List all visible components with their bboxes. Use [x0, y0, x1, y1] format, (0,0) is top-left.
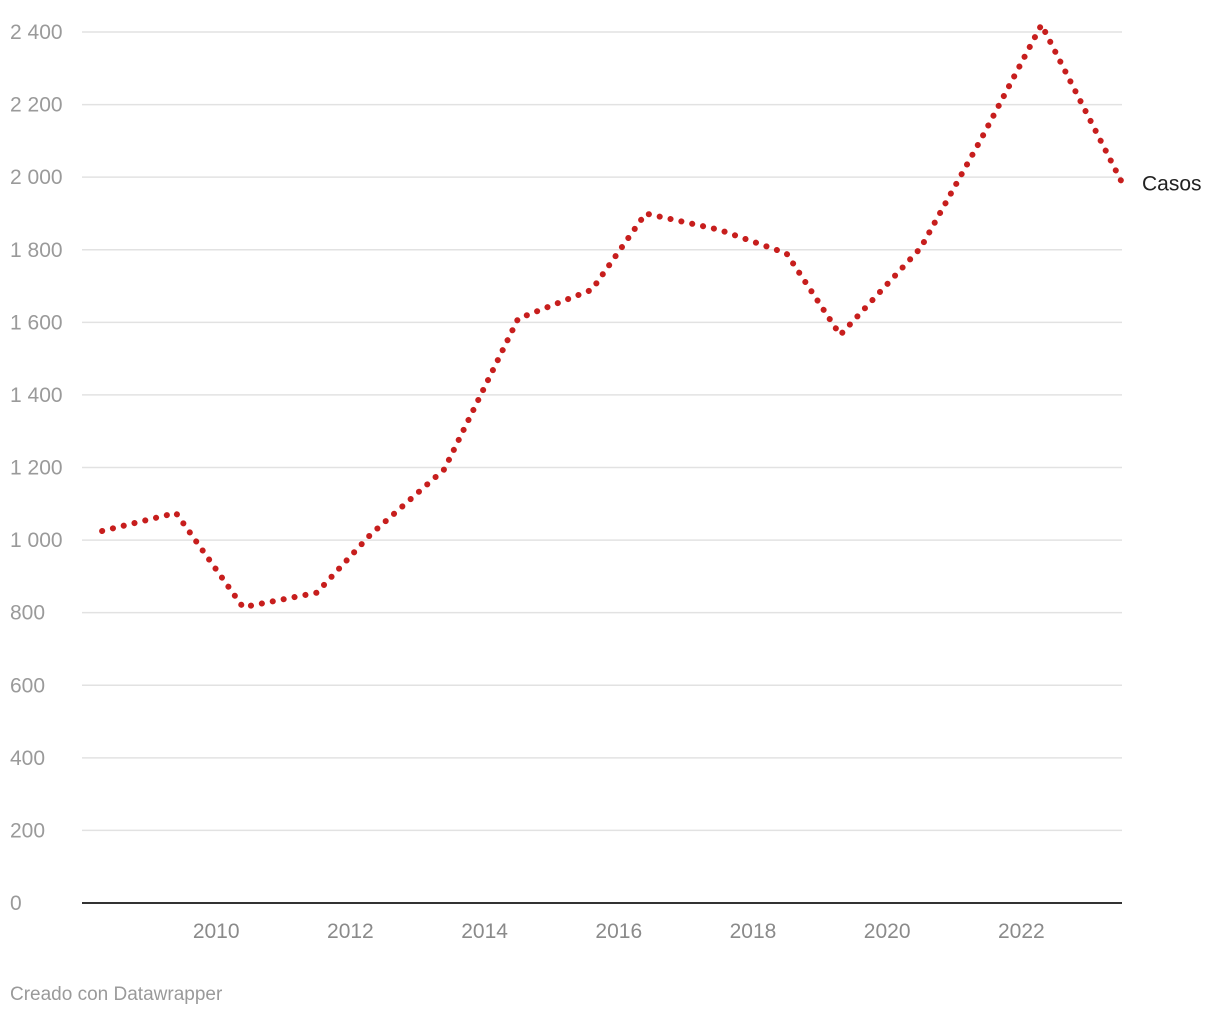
credit-text: Creado con Datawrapper — [10, 984, 223, 1005]
x-tick-label: 2010 — [193, 920, 240, 943]
y-tick-label: 800 — [10, 602, 45, 625]
y-tick-label: 1 200 — [10, 457, 63, 480]
x-tick-label: 2012 — [327, 920, 374, 943]
y-tick-label: 0 — [10, 892, 22, 915]
y-tick-label: 1 800 — [10, 239, 63, 262]
y-tick-label: 200 — [10, 819, 45, 842]
y-tick-label: 1 600 — [10, 311, 63, 334]
y-tick-label: 400 — [10, 747, 45, 770]
series-label: Casos — [1142, 173, 1202, 196]
y-tick-label: 1 400 — [10, 384, 63, 407]
gridlines — [82, 31, 1122, 904]
y-tick-label: 2 000 — [10, 166, 63, 189]
x-tick-label: 2022 — [998, 920, 1045, 943]
series-lines — [99, 21, 1125, 611]
x-axis-ticks: 2010 2012 2014 2016 2018 2020 2022 — [193, 920, 1045, 943]
line-chart: 0 200 400 600 800 1 000 1 200 1 400 1 600 1 800 2 … — [10, 21, 1202, 943]
x-tick-label: 2014 — [461, 920, 508, 943]
y-tick-label: 600 — [10, 674, 45, 697]
y-tick-label: 1 000 — [10, 529, 63, 552]
x-tick-label: 2020 — [864, 920, 911, 943]
x-tick-label: 2016 — [595, 920, 642, 943]
y-tick-label: 2 200 — [10, 94, 63, 117]
series-line — [99, 21, 1125, 611]
y-tick-label: 2 400 — [10, 21, 63, 44]
y-axis-ticks: 0 200 400 600 800 1 000 1 200 1 400 1 600 1 800 2 … — [10, 21, 63, 915]
x-tick-label: 2018 — [730, 920, 777, 943]
series-labels: Casos — [1142, 173, 1202, 196]
